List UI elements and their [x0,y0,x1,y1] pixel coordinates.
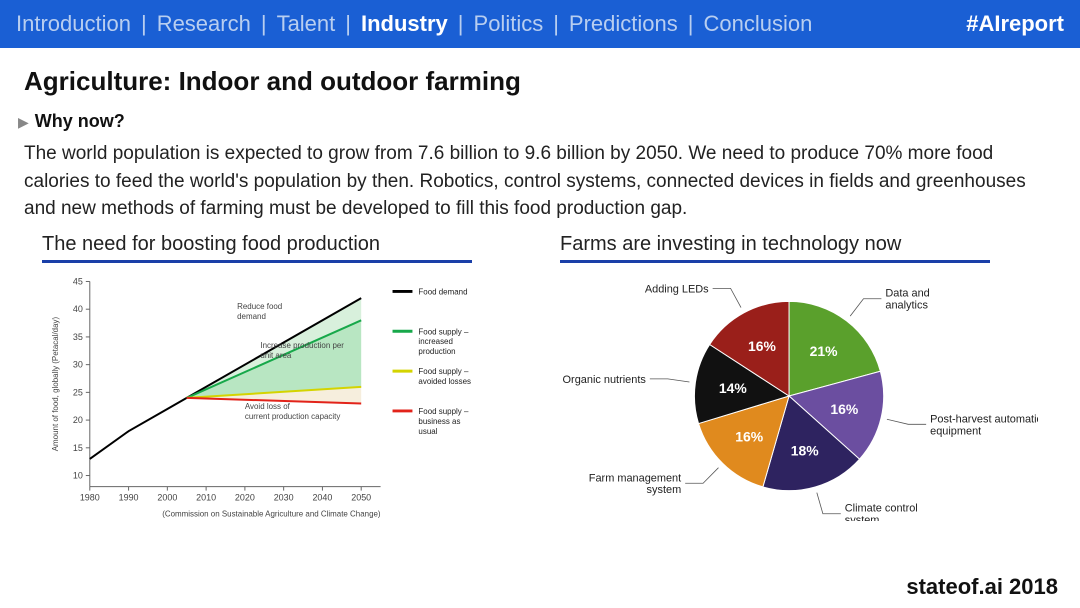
svg-text:system: system [845,514,880,520]
hashtag: #AIreport [966,11,1064,37]
line-chart-column: The need for boosting food production 10… [42,233,520,521]
svg-text:usual: usual [418,426,437,435]
svg-text:25: 25 [73,387,83,397]
triangle-icon: ▶ [18,115,29,129]
svg-text:business as: business as [418,417,460,426]
svg-text:Data and: Data and [885,287,929,299]
svg-text:equipment: equipment [930,425,981,437]
svg-text:14%: 14% [719,380,748,396]
svg-text:20: 20 [73,415,83,425]
svg-text:Increase production per: Increase production per [260,341,344,350]
svg-text:Post-harvest automation: Post-harvest automation [930,413,1038,425]
pie-chart: 21% Data andanalytics 16% Post-harvest auto… [560,271,1038,521]
svg-text:10: 10 [73,470,83,480]
nav-item-research[interactable]: Research [157,11,251,37]
page-content: Agriculture: Indoor and outdoor farming … [0,48,1080,521]
svg-text:18%: 18% [791,442,820,458]
svg-text:demand: demand [237,312,266,321]
svg-text:45: 45 [73,276,83,286]
subheading: Why now? [35,111,125,132]
svg-text:2050: 2050 [351,492,371,502]
nav-items: Introduction|Research|Talent|Industry|Po… [16,11,812,37]
svg-text:Amount of food, globally (Peta: Amount of food, globally (Petacal/day) [51,316,60,451]
nav-separator: | [678,11,704,37]
svg-text:increased: increased [418,337,452,346]
svg-text:2030: 2030 [274,492,294,502]
svg-text:1980: 1980 [80,492,100,502]
svg-text:2010: 2010 [196,492,216,502]
svg-text:30: 30 [73,359,83,369]
nav-separator: | [335,11,361,37]
svg-text:40: 40 [73,304,83,314]
line-chart-title: The need for boosting food production [42,233,472,263]
nav-separator: | [448,11,474,37]
svg-text:Reduce food: Reduce food [237,302,282,311]
svg-text:35: 35 [73,332,83,342]
svg-text:Food demand: Food demand [418,287,467,296]
svg-text:Farm management: Farm management [589,472,681,484]
svg-text:avoided losses: avoided losses [418,377,471,386]
footer-credit: stateof.ai 2018 [906,574,1058,600]
svg-text:Organic nutrients: Organic nutrients [563,374,647,386]
svg-text:Food supply –: Food supply – [418,367,469,376]
nav-separator: | [251,11,277,37]
nav-separator: | [131,11,157,37]
svg-text:16%: 16% [735,428,764,444]
nav-separator: | [543,11,569,37]
svg-text:16%: 16% [830,401,859,417]
pie-chart-column: Farms are investing in technology now 21… [560,233,1038,521]
nav-item-industry[interactable]: Industry [361,11,448,37]
pie-chart-title: Farms are investing in technology now [560,233,990,263]
svg-text:16%: 16% [748,338,777,354]
body-paragraph: The world population is expected to grow… [24,140,1056,223]
nav-item-conclusion[interactable]: Conclusion [703,11,812,37]
svg-text:system: system [647,484,682,496]
nav-item-politics[interactable]: Politics [474,11,544,37]
charts-row: The need for boosting food production 10… [24,233,1056,521]
svg-text:2040: 2040 [312,492,332,502]
svg-text:(Commission on Sustainable Agr: (Commission on Sustainable Agriculture a… [162,509,381,518]
svg-text:Avoid loss of: Avoid loss of [245,402,291,411]
svg-text:unit area: unit area [260,351,292,360]
nav-item-talent[interactable]: Talent [277,11,336,37]
nav-item-predictions[interactable]: Predictions [569,11,678,37]
svg-text:analytics: analytics [885,299,928,311]
svg-text:Food supply –: Food supply – [418,407,469,416]
svg-text:Adding LEDs: Adding LEDs [645,283,709,295]
line-chart-svg: 10 15 20 25 30 35 40 45 1980 1990 2000 2010 2020 2030… [42,271,520,521]
line-chart: 10 15 20 25 30 35 40 45 1980 1990 2000 2010 2020 2030… [42,271,520,521]
svg-text:2020: 2020 [235,492,255,502]
subheading-row: ▶ Why now? [18,111,1056,132]
svg-text:21%: 21% [810,343,839,359]
page-title: Agriculture: Indoor and outdoor farming [24,66,1056,97]
svg-text:2000: 2000 [157,492,177,502]
svg-text:Climate control: Climate control [845,502,918,514]
top-nav-bar: Introduction|Research|Talent|Industry|Po… [0,0,1080,48]
svg-text:1990: 1990 [119,492,139,502]
svg-text:production: production [418,347,455,356]
svg-text:15: 15 [73,442,83,452]
svg-text:Food supply –: Food supply – [418,327,469,336]
nav-item-introduction[interactable]: Introduction [16,11,131,37]
pie-chart-svg: 21% Data andanalytics 16% Post-harvest auto… [560,271,1038,521]
svg-text:current production capacity: current production capacity [245,412,341,421]
